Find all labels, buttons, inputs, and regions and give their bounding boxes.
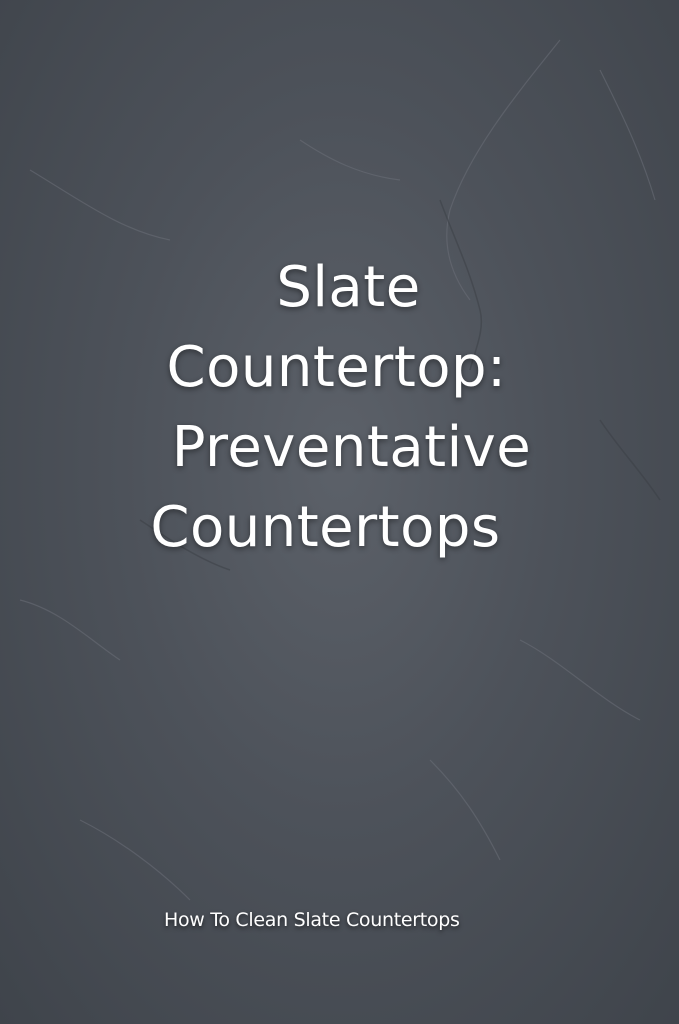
title-line-3: Preventative [171, 415, 532, 480]
title-line-2: Countertop: [166, 335, 507, 400]
title-block: Slate Countertop: Preventative Counterto… [0, 248, 679, 568]
title-line-4: Countertops [150, 495, 501, 560]
subtitle: How To Clean Slate Countertops [164, 909, 460, 931]
title-line-1: Slate [276, 255, 421, 320]
